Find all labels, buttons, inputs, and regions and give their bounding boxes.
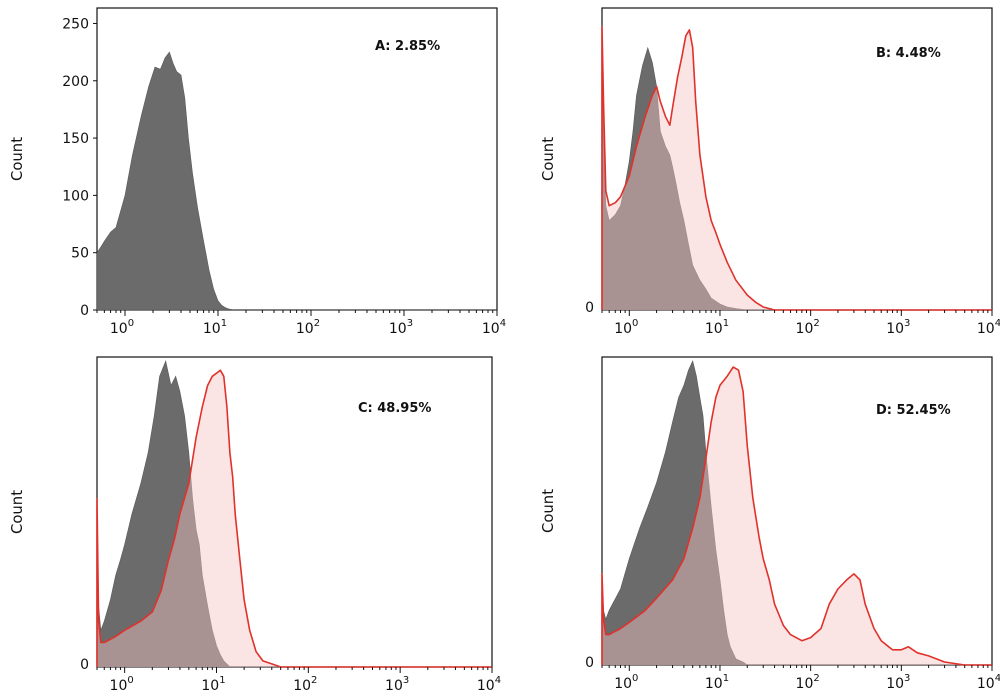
x-tick-label: 101 bbox=[705, 318, 729, 337]
x-tick-label: 100 bbox=[110, 675, 134, 694]
x-tick-label: 103 bbox=[886, 318, 910, 337]
control-histogram bbox=[601, 26, 992, 311]
y-tick-label: 0 bbox=[80, 303, 89, 319]
x-tick-label: 104 bbox=[477, 675, 501, 694]
panel-2: 100 101 102 103 104 0 Count C: 48.95% bbox=[8, 356, 501, 694]
treated-histogram-fill bbox=[602, 367, 992, 665]
x-tick-label: 103 bbox=[385, 675, 409, 694]
y-tick-label: 250 bbox=[62, 16, 89, 32]
x-tick-label: 101 bbox=[705, 673, 729, 692]
x-tick-label: 104 bbox=[977, 673, 1000, 692]
y-tick-label: 150 bbox=[62, 131, 89, 147]
y-axis-title: Count bbox=[8, 490, 26, 534]
x-tick-label: 102 bbox=[796, 673, 820, 692]
control-histogram bbox=[96, 359, 492, 668]
panel-0: 100 101 102 103 104 0 50 100 150 200 250 Count A: 2.… bbox=[8, 7, 506, 337]
x-tick-label: 101 bbox=[201, 675, 225, 694]
panel-1: 100 101 102 103 104 0 Count B: 4.48% bbox=[539, 7, 1000, 337]
y-tick-label: 0 bbox=[585, 300, 594, 316]
panel-annotation: C: 48.95% bbox=[358, 401, 431, 416]
y-tick-label: 50 bbox=[71, 246, 89, 262]
x-tick-label: 102 bbox=[293, 675, 317, 694]
y-tick-label: 100 bbox=[62, 188, 89, 204]
treated-histogram-outline bbox=[601, 26, 992, 311]
x-tick-label: 104 bbox=[977, 318, 1000, 337]
panel-annotation: D: 52.45% bbox=[876, 403, 951, 418]
y-tick-label: 0 bbox=[80, 657, 89, 673]
y-axis-title: Count bbox=[539, 489, 557, 533]
x-tick-label: 104 bbox=[482, 318, 506, 337]
x-tick-label: 100 bbox=[614, 318, 638, 337]
control-histogram bbox=[601, 360, 992, 666]
x-tick-label: 102 bbox=[296, 318, 320, 337]
treated-histogram-outline bbox=[601, 366, 992, 666]
y-tick-label: 0 bbox=[585, 655, 594, 671]
panel-annotation: A: 2.85% bbox=[375, 39, 440, 54]
x-tick-label: 102 bbox=[796, 318, 820, 337]
y-tick-label: 200 bbox=[62, 74, 89, 90]
y-axis-title: Count bbox=[8, 137, 26, 181]
x-tick-label: 103 bbox=[886, 673, 910, 692]
y-axis-title: Count bbox=[539, 137, 557, 181]
x-tick-label: 103 bbox=[389, 318, 413, 337]
control-histogram bbox=[96, 51, 497, 311]
panel-3: 100 101 102 103 104 0 Count D: 52.45% bbox=[539, 356, 1000, 692]
treated-histogram-outline bbox=[96, 369, 492, 668]
treated-histogram-fill bbox=[602, 26, 992, 311]
x-tick-label: 100 bbox=[614, 673, 638, 692]
panel-annotation: B: 4.48% bbox=[876, 46, 941, 61]
x-tick-label: 100 bbox=[110, 318, 134, 337]
x-tick-label: 101 bbox=[203, 318, 227, 337]
